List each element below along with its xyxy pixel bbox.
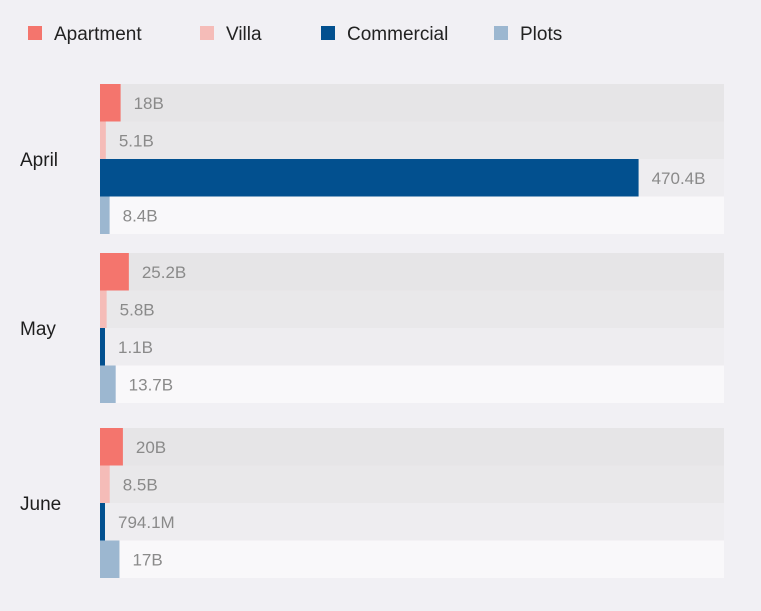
row-track-may-plots (100, 365, 724, 403)
bar-may-commercial[interactable] (100, 328, 105, 366)
value-label-june-commercial: 794.1M (118, 513, 175, 532)
row-track-may-apartment (100, 253, 724, 291)
bar-april-apartment[interactable] (100, 84, 121, 122)
row-track-may-commercial (100, 328, 724, 366)
value-label-may-commercial: 1.1B (118, 338, 153, 357)
bar-june-commercial[interactable] (100, 503, 105, 541)
value-label-june-plots: 17B (132, 550, 162, 569)
row-track-april-apartment (100, 84, 724, 122)
bar-april-villa[interactable] (100, 121, 106, 160)
legend-item-villa[interactable]: Villa (200, 24, 262, 45)
legend-label-apartment: Apartment (54, 24, 142, 45)
bar-june-apartment[interactable] (100, 428, 123, 466)
bar-may-apartment[interactable] (100, 253, 129, 291)
group-june: June 20B 8.5B 794.1M 17B (20, 428, 724, 578)
row-track-april-villa (100, 121, 724, 159)
bar-may-plots[interactable] (100, 365, 116, 404)
legend-item-apartment[interactable]: Apartment (28, 24, 142, 45)
month-label-june: June (20, 494, 61, 515)
row-track-june-commercial (100, 503, 724, 541)
row-track-june-villa (100, 465, 724, 503)
value-label-april-plots: 8.4B (123, 206, 158, 225)
legend-item-plots[interactable]: Plots (494, 24, 562, 45)
value-label-april-apartment: 18B (134, 94, 164, 113)
row-track-april-plots (100, 196, 724, 234)
legend-label-plots: Plots (520, 24, 562, 45)
row-track-june-apartment (100, 428, 724, 466)
value-label-april-villa: 5.1B (119, 131, 154, 150)
group-may: May 25.2B 5.8B 1.1B 13.7B (20, 253, 724, 403)
legend-item-commercial[interactable]: Commercial (321, 24, 448, 45)
value-label-june-villa: 8.5B (123, 475, 158, 494)
value-label-may-apartment: 25.2B (142, 263, 186, 282)
bar-may-villa[interactable] (100, 290, 107, 329)
row-track-june-plots (100, 540, 724, 578)
bar-april-commercial[interactable] (100, 159, 639, 197)
value-label-may-plots: 13.7B (129, 375, 173, 394)
legend-swatch-plots (494, 26, 508, 40)
bar-june-plots[interactable] (100, 540, 120, 579)
value-label-april-commercial: 470.4B (652, 169, 706, 188)
row-track-may-villa (100, 290, 724, 328)
legend-swatch-villa (200, 26, 214, 40)
bar-april-plots[interactable] (100, 196, 110, 235)
month-label-may: May (20, 319, 56, 340)
bar-groups: April 18B 5.1B 470.4B 8.4B May 25.2B 5.8B 1.1B 13… (20, 84, 724, 578)
legend-label-commercial: Commercial (347, 24, 448, 45)
value-label-june-apartment: 20B (136, 438, 166, 457)
month-label-april: April (20, 150, 58, 171)
legend-swatch-commercial (321, 26, 335, 40)
group-april: April 18B 5.1B 470.4B 8.4B (20, 84, 724, 234)
bar-june-villa[interactable] (100, 465, 110, 504)
legend: Apartment Villa Commercial Plots (28, 24, 562, 45)
legend-swatch-apartment (28, 26, 42, 40)
legend-label-villa: Villa (226, 24, 262, 45)
value-label-may-villa: 5.8B (120, 300, 155, 319)
